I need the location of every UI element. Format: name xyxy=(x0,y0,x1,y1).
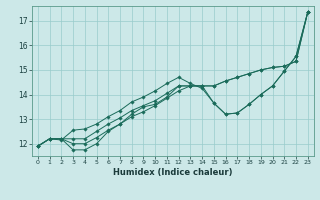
X-axis label: Humidex (Indice chaleur): Humidex (Indice chaleur) xyxy=(113,168,233,177)
